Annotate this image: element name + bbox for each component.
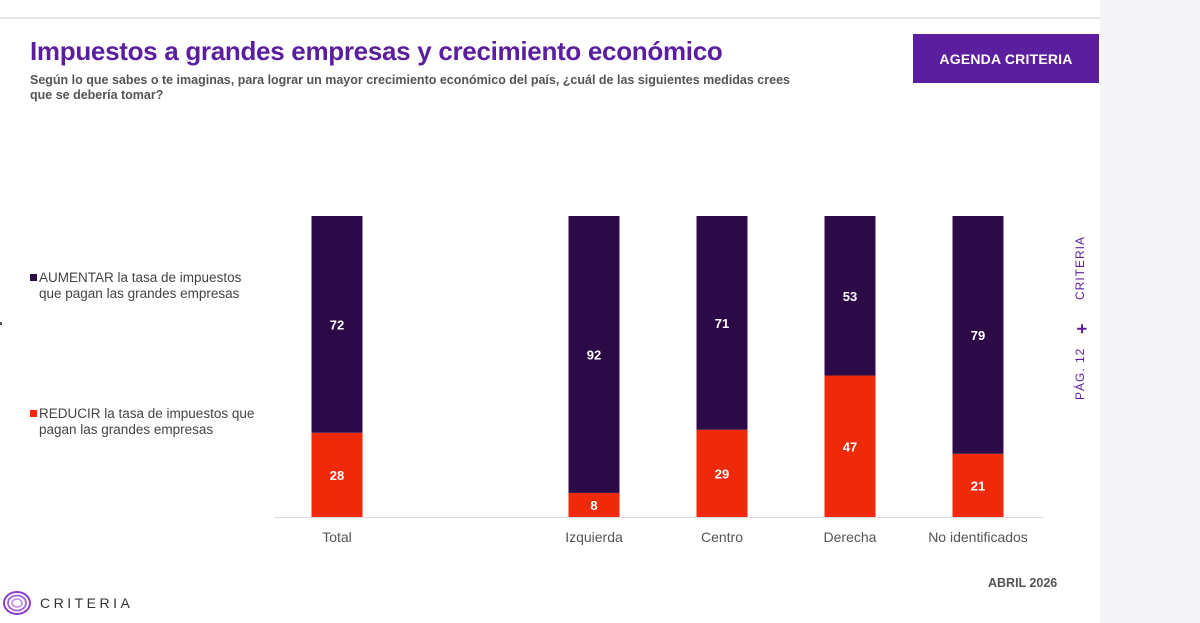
bar-reducir-no-identificados bbox=[952, 453, 1004, 517]
legend-item-aumentar: AUMENTAR la tasa de impuestos que pagan … bbox=[30, 270, 255, 302]
right-panel bbox=[1100, 0, 1200, 623]
page-title: Impuestos a grandes empresas y crecimien… bbox=[30, 36, 723, 66]
legend-swatch-aumentar bbox=[30, 274, 37, 281]
x-tick-label-derecha: Derecha bbox=[824, 529, 877, 545]
legend-item-reducir: REDUCIR la tasa de impuestos que pagan l… bbox=[30, 406, 255, 438]
side-page-number: PÁG. 12 bbox=[1073, 347, 1087, 400]
bar-aumentar-centro bbox=[696, 216, 748, 430]
top-rule bbox=[0, 17, 1100, 19]
stacked-bar-chart: 28 72 Total 8 92 Izquierda 29 71 Centro 47 53 Derec… bbox=[274, 216, 1044, 545]
bar-reducir-total bbox=[311, 432, 363, 517]
bar-aumentar-total bbox=[311, 216, 363, 433]
bar-reducir-derecha bbox=[824, 375, 876, 517]
data-label-reducir-centro: 29 bbox=[715, 466, 729, 481]
chart-legend: AUMENTAR la tasa de impuestos que pagan … bbox=[30, 270, 255, 438]
data-label-reducir-no-identificados: 21 bbox=[971, 478, 985, 493]
bar-aumentar-no-identificados bbox=[952, 216, 1004, 454]
data-label-reducir-izquierda: 8 bbox=[590, 498, 597, 513]
bar-aumentar-derecha bbox=[824, 216, 876, 376]
data-label-aumentar-centro: 71 bbox=[715, 316, 729, 331]
page-subtitle: Según lo que sabes o te imaginas, para l… bbox=[30, 73, 790, 102]
data-label-reducir-total: 28 bbox=[330, 468, 344, 483]
bar-aumentar-izquierda bbox=[568, 216, 620, 493]
bar-reducir-izquierda bbox=[568, 492, 620, 517]
x-tick-label-no-identificados: No identificados bbox=[928, 529, 1028, 545]
report-date: ABRIL 2026 bbox=[988, 576, 1058, 590]
footer-brand-name: CRITERIA bbox=[40, 595, 134, 611]
data-label-aumentar-derecha: 53 bbox=[843, 289, 857, 304]
bar-reducir-centro bbox=[696, 429, 748, 517]
side-brand: CRITERIA bbox=[1073, 235, 1087, 300]
x-tick-label-izquierda: Izquierda bbox=[565, 529, 623, 545]
side-plus-icon: + bbox=[1072, 323, 1092, 334]
left-edge-mark bbox=[0, 322, 2, 325]
data-label-aumentar-total: 72 bbox=[330, 317, 344, 332]
criteria-logo-icon bbox=[3, 591, 31, 615]
legend-swatch-reducir bbox=[30, 410, 37, 417]
data-label-aumentar-izquierda: 92 bbox=[587, 347, 601, 362]
data-label-reducir-derecha: 47 bbox=[843, 439, 857, 454]
x-tick-label-total: Total bbox=[322, 529, 352, 545]
x-tick-label-centro: Centro bbox=[701, 529, 743, 545]
footer-logo: CRITERIA bbox=[2, 590, 133, 616]
legend-label-aumentar: AUMENTAR la tasa de impuestos que pagan … bbox=[39, 270, 242, 301]
agenda-criteria-badge: AGENDA CRITERIA bbox=[913, 34, 1099, 83]
data-label-aumentar-no-identificados: 79 bbox=[971, 328, 985, 343]
legend-label-reducir: REDUCIR la tasa de impuestos que pagan l… bbox=[39, 406, 255, 437]
